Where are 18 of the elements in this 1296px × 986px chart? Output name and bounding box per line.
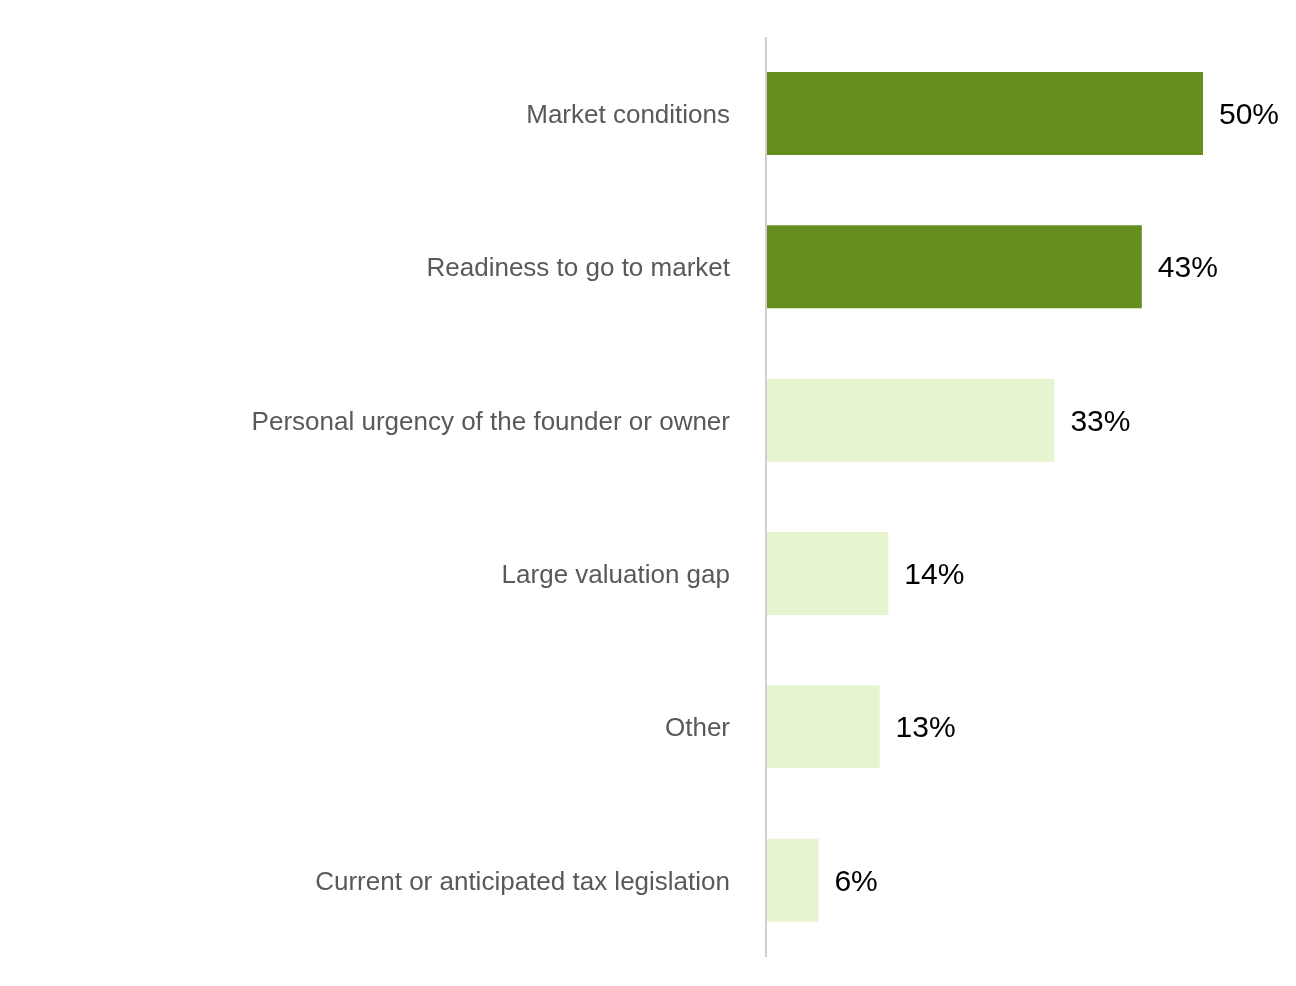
bar	[766, 225, 1142, 309]
bar	[766, 532, 889, 615]
y-tick-label: Large valuation gap	[501, 558, 730, 589]
bar	[766, 72, 1203, 155]
y-tick-label: Current or anticipated tax legislation	[315, 865, 730, 896]
data-label: 14%	[904, 557, 965, 590]
bar	[766, 685, 880, 769]
data-label: 50%	[1219, 97, 1280, 130]
data-label: 43%	[1157, 250, 1218, 284]
data-label: 33%	[1070, 403, 1131, 437]
bar	[766, 838, 819, 922]
data-label: 6%	[834, 863, 878, 897]
y-tick-label: Other	[664, 712, 731, 743]
bar	[766, 378, 1055, 462]
data-label: 13%	[895, 710, 956, 744]
y-tick-label: Personal urgency of the founder or owner	[251, 405, 731, 436]
y-tick-label: Readiness to go to market	[426, 252, 731, 283]
y-tick-label: Market conditions	[526, 98, 730, 129]
